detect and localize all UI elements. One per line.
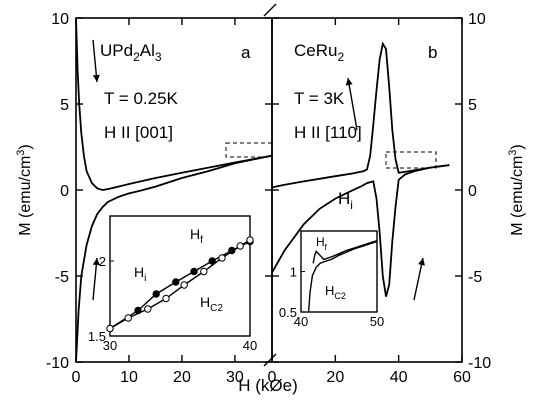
arrow-down: [92, 39, 98, 83]
panel-b-field-dir: H II [110]: [294, 123, 362, 142]
inset-y-tick-label: 0.5: [279, 305, 297, 320]
inset-y-tick-label: 1: [290, 265, 297, 280]
inset-point-open: [106, 324, 114, 333]
inset-point-open: [162, 294, 170, 303]
x-tick-label: 30: [226, 369, 244, 386]
inset-y-tick-label: 2: [99, 254, 106, 269]
inset-point-filled: [172, 278, 180, 286]
series-line: [75, 17, 273, 191]
inset-x-tick-label: 40: [294, 314, 308, 329]
inset-x-tick-label: 50: [370, 314, 384, 329]
x-tick-label: 10: [120, 369, 138, 386]
inset-y-tick-label: 1.5: [88, 329, 106, 344]
y-tick-label-left: 0: [60, 183, 69, 200]
y-axis-label-left: M (emu/cm3): [15, 144, 34, 235]
inset-point-filled: [208, 257, 216, 265]
arrow-up-head: [418, 258, 425, 266]
inset-point-open: [218, 254, 226, 262]
inset-series-line: [109, 240, 251, 330]
arrow-up: [92, 257, 98, 301]
inset-point-open: [200, 267, 208, 276]
inset-label-hi: Hi: [134, 264, 146, 284]
arrow-up: [413, 257, 424, 301]
panel-a-label: a: [241, 43, 251, 62]
panel-a-title: UPd2Al3: [100, 41, 162, 64]
series-line: [75, 154, 273, 363]
arrow-down-head: [345, 78, 353, 86]
inset-point-open: [180, 281, 188, 289]
panel-b-temperature: T = 3K: [294, 89, 345, 108]
arrow-down: [347, 77, 358, 131]
series-line: [271, 164, 450, 297]
x-tick-label: 0: [268, 369, 277, 386]
inset-point-open: [144, 305, 152, 313]
inset-label-hf: Hf: [316, 235, 328, 252]
y-tick-label-left: 5: [60, 97, 69, 114]
inset-series-line: [307, 240, 378, 313]
y-tick-label-left: -5: [55, 269, 69, 286]
inset-point-filled: [152, 290, 160, 298]
panel-a-field-dir: H II [001]: [104, 123, 173, 142]
inset-point-open: [124, 314, 132, 322]
y-tick-label-left: 10: [51, 11, 69, 28]
y-tick-label-right: 0: [468, 183, 477, 200]
hi-label-b: Hi: [338, 189, 353, 212]
x-tick-label: 20: [173, 369, 191, 386]
series-line: [271, 41, 450, 189]
y-tick-label-right: -5: [468, 269, 482, 286]
inset-region-a: [225, 142, 273, 158]
panel-b-label: b: [428, 43, 437, 62]
inset-label-hf: Hf: [190, 226, 203, 246]
inset-point-filled: [190, 267, 198, 276]
inset-x-tick-label: 40: [243, 338, 257, 353]
inset-label-hc2: HC2: [200, 294, 223, 314]
inset-point-open: [236, 242, 244, 250]
x-axis-label: H (kØe): [238, 376, 298, 395]
x-tick-label: 40: [390, 369, 408, 386]
inset-point-open: [246, 236, 254, 244]
arrow-up-head: [92, 258, 100, 266]
y-axis-label-right: M (emu/cm3): [507, 144, 526, 235]
panel-a-temperature: T = 0.25K: [104, 89, 179, 108]
arrow-down-head: [92, 74, 100, 82]
inset-label-hc2: HC2: [325, 283, 346, 301]
panel-b-title: CeRu2: [294, 41, 344, 64]
x-tick-label: 20: [326, 369, 344, 386]
insets: 30 40 1.5 2 Hi Hf HC2 40 50 0.5 1 Hf HC2: [88, 215, 384, 353]
inset-region-b: [385, 151, 437, 169]
inset-x-tick-label: 30: [103, 338, 117, 353]
inset-series-line: [312, 240, 378, 264]
y-tick-label-right: -10: [468, 355, 491, 372]
x-tick-label: 0: [72, 369, 81, 386]
y-tick-label-right: 5: [468, 97, 477, 114]
y-tick-label-right: 10: [468, 11, 486, 28]
x-tick-label: 60: [453, 369, 471, 386]
y-tick-label-left: -10: [46, 355, 69, 372]
